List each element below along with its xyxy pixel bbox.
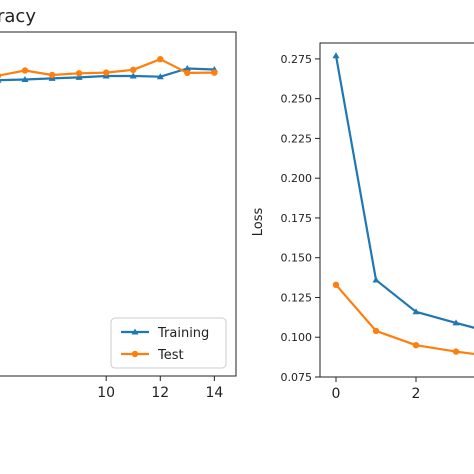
data-point-1-0-1 <box>372 276 380 283</box>
loss-y-tick-label: 0.275 <box>281 53 313 66</box>
loss-x-tick-label: 2 <box>412 386 421 402</box>
loss-chart: Loss 0.275 0.250 0.225 0.200 0.175 0.150 0.125… <box>251 42 474 402</box>
accuracy-legend: Training Test <box>110 317 227 369</box>
series-line-1-0 <box>334 54 474 329</box>
accuracy-x-tick-label: 14 <box>205 385 223 401</box>
loss-y-tick-label: 0.175 <box>281 212 313 225</box>
loss-y-tick-label: 0.150 <box>281 252 313 265</box>
data-point-1-0-2 <box>412 308 420 315</box>
data-point-0-1-2 <box>48 71 56 79</box>
accuracy-x-tick-label: 10 <box>97 385 115 401</box>
data-point-1-0-3 <box>452 319 460 326</box>
legend-test-label: Test <box>157 348 184 363</box>
data-point-0-1-4 <box>103 69 110 76</box>
accuracy-chart-title: racy <box>0 6 36 27</box>
legend-training-marker <box>131 328 139 335</box>
data-point-1-1-1 <box>372 327 380 335</box>
data-point-1-1-2 <box>412 342 420 349</box>
series-line-1-1 <box>334 283 474 356</box>
data-point-1-1-0 <box>332 281 340 288</box>
legend-box <box>110 317 227 369</box>
data-point-0-0-0 <box>0 80 2 83</box>
data-point-0-0-5 <box>129 72 137 79</box>
loss-plot-frame <box>319 42 474 378</box>
data-point-0-0-7 <box>183 65 191 71</box>
data-point-0-1-7 <box>184 69 191 77</box>
data-point-0-0-1 <box>21 76 29 82</box>
loss-y-tick-label: 0.250 <box>281 93 313 106</box>
legend-test-marker <box>131 350 139 358</box>
loss-y-tick-label: 0.225 <box>281 132 313 145</box>
accuracy-plot-frame <box>0 31 237 377</box>
loss-y-tick-label: 0.075 <box>281 371 313 384</box>
accuracy-chart: racy 10 12 14 Training Test <box>0 6 237 401</box>
data-point-0-1-6 <box>157 56 164 63</box>
data-point-0-0-3 <box>75 73 83 80</box>
loss-y-axis-label: Loss <box>251 208 266 237</box>
loss-y-tick-label: 0.200 <box>281 172 313 185</box>
data-point-0-1-0 <box>0 73 2 79</box>
data-point-1-0-0 <box>332 52 340 59</box>
data-point-0-1-5 <box>130 66 137 74</box>
data-point-0-1-8 <box>211 69 218 76</box>
legend-training-label: Training <box>157 326 209 341</box>
data-point-0-0-6 <box>156 73 164 80</box>
loss-y-tick-label: 0.100 <box>281 331 313 344</box>
accuracy-x-tick-label: 12 <box>151 385 169 401</box>
data-point-0-1-1 <box>21 67 29 74</box>
loss-x-tick-label: 0 <box>332 386 341 402</box>
data-point-1-1-3 <box>452 348 460 355</box>
loss-y-tick-label: 0.125 <box>281 291 313 304</box>
data-point-0-1-3 <box>75 70 83 77</box>
